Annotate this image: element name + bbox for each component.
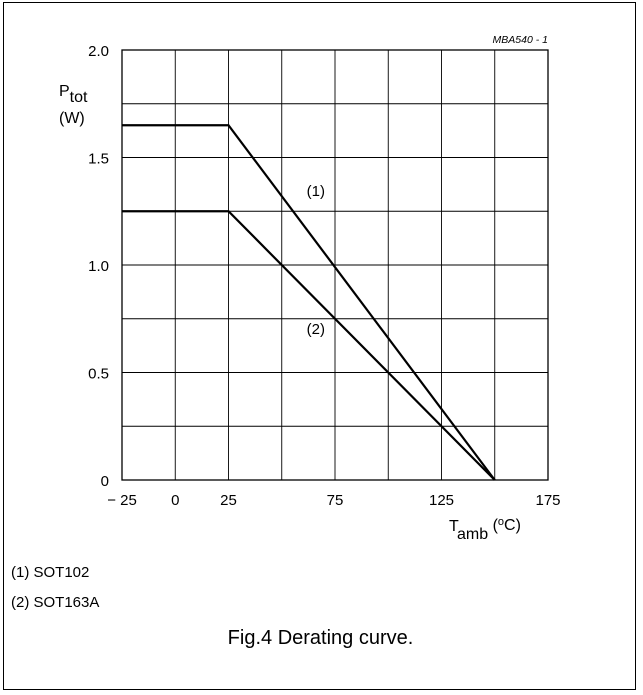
x-axis-label: Tamb (oC) bbox=[449, 516, 521, 543]
y-axis-unit: (W) bbox=[59, 110, 85, 127]
chart-code: MBA540 - 1 bbox=[493, 34, 548, 46]
legend-item-2: (2) SOT163A bbox=[11, 594, 100, 611]
series-line-2 bbox=[122, 210, 496, 481]
x-tick-label-2: 25 bbox=[220, 492, 237, 509]
x-tick-label-3: 75 bbox=[327, 492, 344, 509]
x-tick-label-5: 175 bbox=[535, 492, 560, 509]
derating-chart: (1) (2) 0 0.5 1.0 1.5 2.0 − 25 0 25 75 125 175 MBA540… bbox=[59, 34, 561, 543]
y-tick-label-3: 1.5 bbox=[88, 151, 109, 168]
legend-item-1: (1) SOT102 bbox=[11, 564, 90, 581]
x-tick-label-0: − 25 bbox=[107, 492, 137, 509]
series-label-1: (1) bbox=[307, 183, 325, 200]
y-tick-label-0: 0 bbox=[101, 473, 109, 490]
figure-caption: Fig.4 Derating curve. bbox=[227, 627, 414, 649]
figure-frame: (1) (2) 0 0.5 1.0 1.5 2.0 − 25 0 25 75 125 175 MBA540… bbox=[3, 2, 636, 690]
series-label-2: (2) bbox=[307, 321, 325, 338]
series-line-1 bbox=[122, 124, 496, 481]
y-tick-label-1: 0.5 bbox=[88, 366, 109, 383]
y-tick-label-2: 1.0 bbox=[88, 258, 109, 275]
x-tick-label-1: 0 bbox=[171, 492, 179, 509]
x-tick-label-4: 125 bbox=[429, 492, 454, 509]
y-tick-label-4: 2.0 bbox=[88, 43, 109, 60]
y-axis-label: Ptot bbox=[59, 83, 88, 106]
